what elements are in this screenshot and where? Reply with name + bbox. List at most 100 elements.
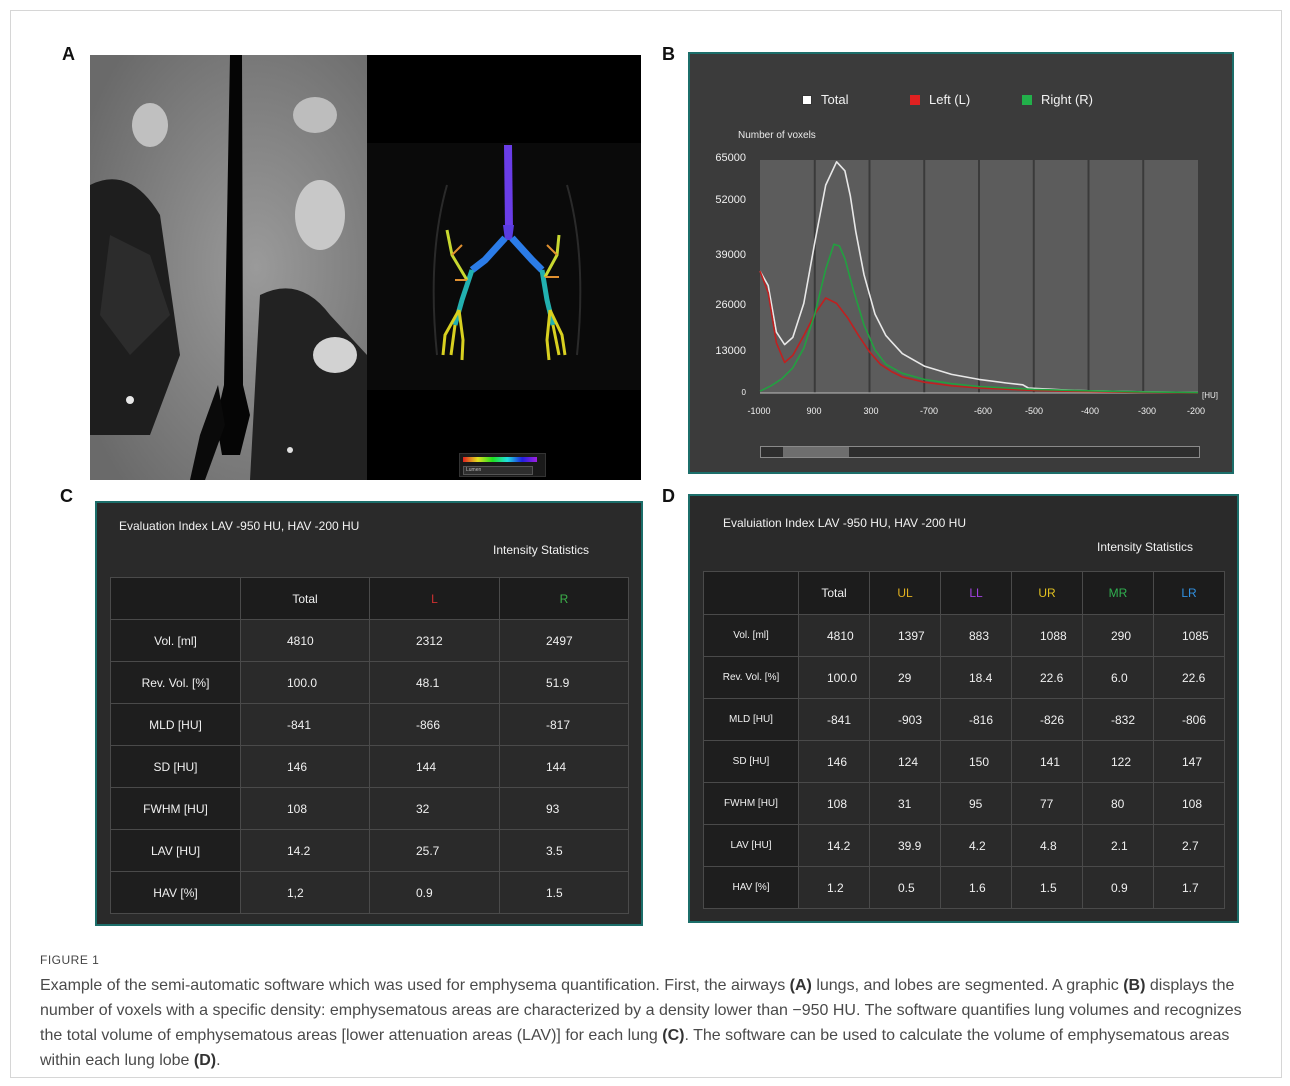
y-axis-title: Number of voxels: [738, 130, 816, 141]
row-label: LAV [HU]: [703, 824, 799, 867]
table-row: LAV [HU] 14.2 39.9 4.2 4.8 2.1 2.7: [703, 824, 1225, 867]
table-row: LAV [HU] 14.2 25.7 3.5: [110, 829, 629, 872]
row-label: HAV [%]: [703, 866, 799, 909]
x-tick-label: -300: [1137, 406, 1156, 416]
table-cell: 1088: [1011, 614, 1083, 657]
table-cell: 108: [798, 782, 870, 825]
scrollbar-thumb[interactable]: [783, 447, 849, 457]
table-cell: -841: [798, 698, 870, 741]
table-row: MLD [HU] -841 -866 -817: [110, 703, 629, 746]
panel-d-lobe-statistics: Evaluiation Index LAV -950 HU, HAV -200 …: [688, 494, 1239, 923]
table-cell: 1085: [1153, 614, 1225, 657]
table-cell: 3.5: [499, 829, 629, 872]
legend-label-right: Right (R): [1041, 92, 1094, 107]
legend-swatch-right: [1022, 95, 1032, 105]
caption-text: .: [216, 1052, 221, 1069]
caption-text: Example of the semi-automatic software w…: [40, 977, 790, 994]
y-tick-label: 0: [741, 388, 746, 397]
table-cell: 2497: [499, 619, 629, 662]
table-row: Rev. Vol. [%] 100.0 48.1 51.9: [110, 661, 629, 704]
row-label: LAV [HU]: [110, 829, 241, 872]
row-label: MLD [HU]: [110, 703, 241, 746]
table-corner-cell: [110, 577, 241, 620]
table-cell: 0.9: [369, 871, 500, 914]
y-tick-label: 52000: [715, 194, 746, 206]
row-label: Rev. Vol. [%]: [703, 656, 799, 699]
caption-text: displays the number of voxels with a spe…: [40, 977, 1242, 1044]
table-cell: 141: [1011, 740, 1083, 783]
figure-caption: Example of the semi-automatic software w…: [40, 973, 1255, 1073]
legend-swatch-left: [910, 95, 920, 105]
colorbar-select[interactable]: Lumen: [463, 466, 533, 475]
table-row: SD [HU] 146 124 150 141 122 147: [703, 740, 1225, 783]
table-cell: 122: [1082, 740, 1154, 783]
y-tick-label: 65000: [715, 152, 746, 164]
table-cell: -817: [499, 703, 629, 746]
x-tick-label: 900: [806, 406, 822, 416]
row-label: SD [HU]: [703, 740, 799, 783]
panel-label-b: B: [662, 44, 675, 64]
table-cell: 100.0: [240, 661, 370, 704]
table-cell: 93: [499, 787, 629, 830]
figure-number: FIGURE 1: [40, 953, 100, 967]
panel-label-a: A: [62, 44, 75, 64]
row-label: SD [HU]: [110, 745, 241, 788]
x-tick-label: -700: [919, 406, 938, 416]
x-tick-label: -600: [973, 406, 992, 416]
table-row: HAV [%] 1.2 0.5 1.6 1.5 0.9 1.7: [703, 866, 1225, 909]
legend-right: Right (R): [1022, 92, 1093, 107]
legend-label-left: Left (L): [929, 92, 971, 107]
table-row: FWHM [HU] 108 32 93: [110, 787, 629, 830]
table-cell: 1.7: [1153, 866, 1225, 909]
table-cell: 144: [369, 745, 500, 788]
table-cell: 29: [869, 656, 941, 699]
table-cell: 4810: [240, 619, 370, 662]
table-cell: 32: [369, 787, 500, 830]
table-cell: 100.0: [798, 656, 870, 699]
x-tick-label: -1000: [747, 406, 771, 416]
legend-total: Total: [802, 92, 848, 107]
y-tick-label: 26000: [715, 299, 746, 311]
histogram-scrollbar[interactable]: [760, 446, 1200, 458]
panel-label-d: D: [662, 486, 675, 506]
table-corner-cell: [703, 571, 799, 615]
series-line-total: [759, 161, 1199, 394]
panel-c-lung-statistics: Evaluation Index LAV -950 HU, HAV -200 H…: [95, 501, 643, 926]
table-row: MLD [HU] -841 -903 -816 -826 -832 -806: [703, 698, 1225, 741]
table-cell: 1397: [869, 614, 941, 657]
table-d: Total UL LL UR MR LR Vol. [ml] 4810 1397 883 1088 2…: [703, 571, 1225, 909]
table-cell: 0.9: [1082, 866, 1154, 909]
panel-a-airway-images: Lumen: [90, 55, 641, 480]
x-tick-label: 300: [863, 406, 879, 416]
row-label: FWHM [HU]: [110, 787, 241, 830]
column-header: LL: [940, 571, 1012, 615]
row-label: Rev. Vol. [%]: [110, 661, 241, 704]
table-row: SD [HU] 146 144 144: [110, 745, 629, 788]
table-cell: 2312: [369, 619, 500, 662]
column-header: MR: [1082, 571, 1154, 615]
table-cell: 39.9: [869, 824, 941, 867]
panel-label-c: C: [60, 486, 73, 506]
table-cell: 14.2: [240, 829, 370, 872]
table-row: Vol. [ml] 4810 1397 883 1088 290 1085: [703, 614, 1225, 657]
legend-left: Left (L): [910, 92, 970, 107]
caption-ref-d: (D): [193, 1052, 217, 1069]
panel-b-voxel-histogram: Total Left (L) Right (R) Number of voxel…: [688, 52, 1234, 474]
legend-swatch-total: [802, 95, 812, 105]
table-cell: -866: [369, 703, 500, 746]
column-header: UL: [869, 571, 941, 615]
table-cell: 22.6: [1153, 656, 1225, 699]
table-cell: 95: [940, 782, 1012, 825]
ct-coronal-image: [90, 55, 367, 480]
table-cell: 124: [869, 740, 941, 783]
table-cell: -903: [869, 698, 941, 741]
table-cell: 883: [940, 614, 1012, 657]
table-cell: -832: [1082, 698, 1154, 741]
airway-3d-reconstruction: Lumen: [367, 55, 641, 480]
table-cell: 51.9: [499, 661, 629, 704]
column-header: Total: [240, 577, 370, 620]
x-tick-label: -400: [1080, 406, 1099, 416]
column-header: L: [369, 577, 500, 620]
table-cell: 1,2: [240, 871, 370, 914]
caption-text: lungs, and lobes are segmented. A graphi…: [811, 977, 1124, 994]
